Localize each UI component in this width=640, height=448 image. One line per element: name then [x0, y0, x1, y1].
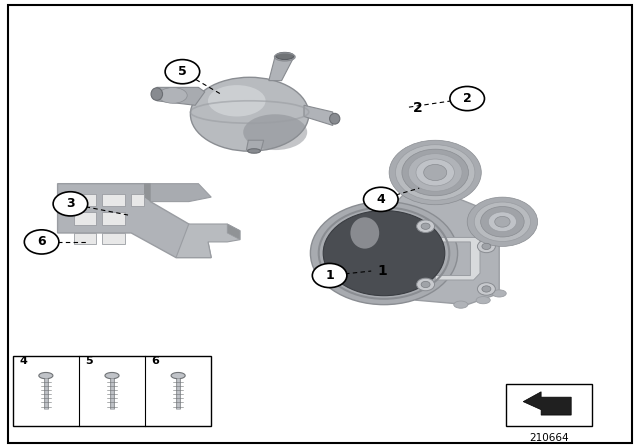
Bar — [102, 194, 125, 206]
Bar — [74, 194, 96, 206]
Polygon shape — [246, 140, 264, 150]
Bar — [506, 384, 592, 426]
Ellipse shape — [191, 77, 309, 151]
Ellipse shape — [492, 290, 506, 297]
Circle shape — [474, 202, 531, 241]
Circle shape — [417, 278, 435, 291]
Text: 1: 1 — [378, 264, 387, 278]
Text: 1: 1 — [325, 269, 334, 282]
Ellipse shape — [476, 297, 490, 304]
Circle shape — [323, 211, 445, 296]
Circle shape — [417, 220, 435, 233]
Circle shape — [477, 283, 495, 295]
Text: 2: 2 — [463, 92, 472, 105]
Circle shape — [408, 154, 462, 191]
Circle shape — [481, 207, 524, 237]
Ellipse shape — [243, 114, 307, 150]
Circle shape — [396, 145, 475, 200]
Circle shape — [482, 286, 491, 292]
Circle shape — [482, 243, 491, 250]
Ellipse shape — [330, 113, 340, 124]
Text: 2: 2 — [413, 100, 422, 115]
Circle shape — [488, 212, 516, 232]
Circle shape — [467, 197, 538, 246]
Circle shape — [450, 86, 484, 111]
Text: 4: 4 — [376, 193, 385, 206]
Polygon shape — [157, 87, 205, 105]
Ellipse shape — [248, 149, 260, 153]
Polygon shape — [524, 392, 572, 415]
Circle shape — [312, 263, 347, 288]
Circle shape — [495, 216, 510, 227]
Circle shape — [424, 164, 447, 181]
Circle shape — [53, 192, 88, 216]
Ellipse shape — [171, 372, 185, 379]
Polygon shape — [58, 184, 211, 258]
Circle shape — [421, 223, 430, 229]
Text: 6: 6 — [152, 356, 159, 366]
Polygon shape — [435, 237, 480, 280]
Polygon shape — [269, 56, 294, 81]
Circle shape — [402, 149, 468, 196]
Circle shape — [364, 187, 398, 211]
Circle shape — [389, 140, 481, 205]
Bar — [74, 212, 96, 225]
Text: 6: 6 — [37, 235, 46, 249]
Text: 5: 5 — [85, 356, 93, 366]
Bar — [74, 233, 96, 244]
Circle shape — [477, 240, 495, 253]
Ellipse shape — [39, 372, 53, 379]
Text: 5: 5 — [178, 65, 187, 78]
Text: 210664: 210664 — [529, 433, 568, 443]
Circle shape — [416, 159, 454, 186]
Ellipse shape — [208, 85, 266, 116]
Bar — [102, 233, 125, 244]
Polygon shape — [227, 224, 240, 240]
Ellipse shape — [276, 52, 294, 60]
Text: 4: 4 — [19, 356, 27, 366]
Polygon shape — [176, 224, 240, 258]
Polygon shape — [304, 105, 333, 125]
Text: 3: 3 — [66, 197, 75, 211]
Ellipse shape — [351, 217, 380, 249]
Bar — [102, 212, 125, 225]
Circle shape — [165, 60, 200, 84]
Bar — [13, 356, 211, 426]
Circle shape — [24, 230, 59, 254]
Circle shape — [421, 281, 430, 288]
Ellipse shape — [105, 372, 119, 379]
Polygon shape — [150, 184, 211, 202]
Polygon shape — [144, 184, 150, 202]
Ellipse shape — [151, 88, 163, 100]
Bar — [131, 194, 144, 206]
Ellipse shape — [454, 301, 468, 308]
Circle shape — [310, 202, 458, 305]
Ellipse shape — [159, 87, 188, 103]
Polygon shape — [397, 181, 499, 305]
